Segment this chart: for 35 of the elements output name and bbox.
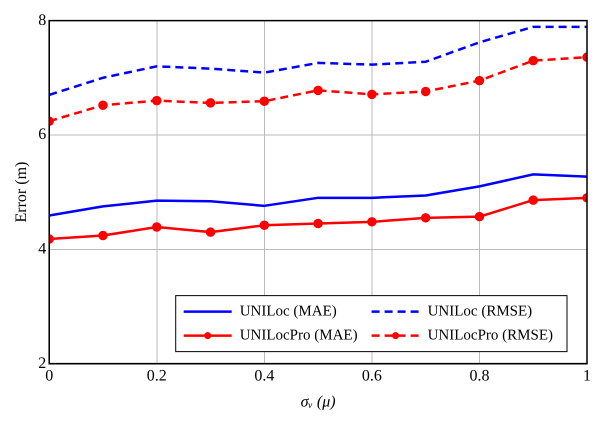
legend-label: UNILoc (RMSE) bbox=[428, 304, 532, 320]
x-tick-label: 1 bbox=[583, 367, 591, 384]
y-tick-label: 8 bbox=[38, 12, 46, 29]
legend-label: UNILocPro (RMSE) bbox=[428, 328, 554, 344]
point bbox=[474, 212, 484, 222]
x-tick-label: 0 bbox=[45, 367, 54, 384]
point bbox=[98, 100, 108, 110]
y-tick-label: 4 bbox=[38, 240, 46, 258]
point bbox=[474, 76, 484, 86]
x-axis-title: σᵥ (μ) bbox=[300, 394, 336, 411]
x-tick-label: 0.4 bbox=[254, 367, 274, 384]
point bbox=[260, 220, 270, 230]
x-tick-label: 0.6 bbox=[362, 367, 382, 384]
point bbox=[260, 96, 270, 106]
legend-label: UNILocPro (MAE) bbox=[240, 328, 358, 344]
x-tick-label: 0.2 bbox=[146, 367, 167, 384]
point bbox=[313, 86, 323, 96]
point bbox=[313, 218, 323, 228]
x-tick-label: 0.8 bbox=[469, 367, 490, 384]
point bbox=[528, 195, 538, 205]
point bbox=[367, 90, 377, 100]
point bbox=[206, 227, 216, 237]
point bbox=[152, 222, 162, 232]
point bbox=[98, 230, 108, 240]
point bbox=[528, 56, 538, 66]
point bbox=[152, 96, 162, 106]
y-tick-label: 2 bbox=[38, 354, 46, 372]
point bbox=[420, 86, 430, 96]
point bbox=[367, 217, 377, 227]
line-series bbox=[49, 26, 587, 96]
point bbox=[420, 213, 430, 223]
y-tick-label: 6 bbox=[38, 126, 46, 144]
y-axis-title: Error (m) bbox=[12, 162, 30, 223]
point bbox=[206, 98, 216, 108]
legend-label: UNILoc (MAE) bbox=[240, 304, 337, 320]
